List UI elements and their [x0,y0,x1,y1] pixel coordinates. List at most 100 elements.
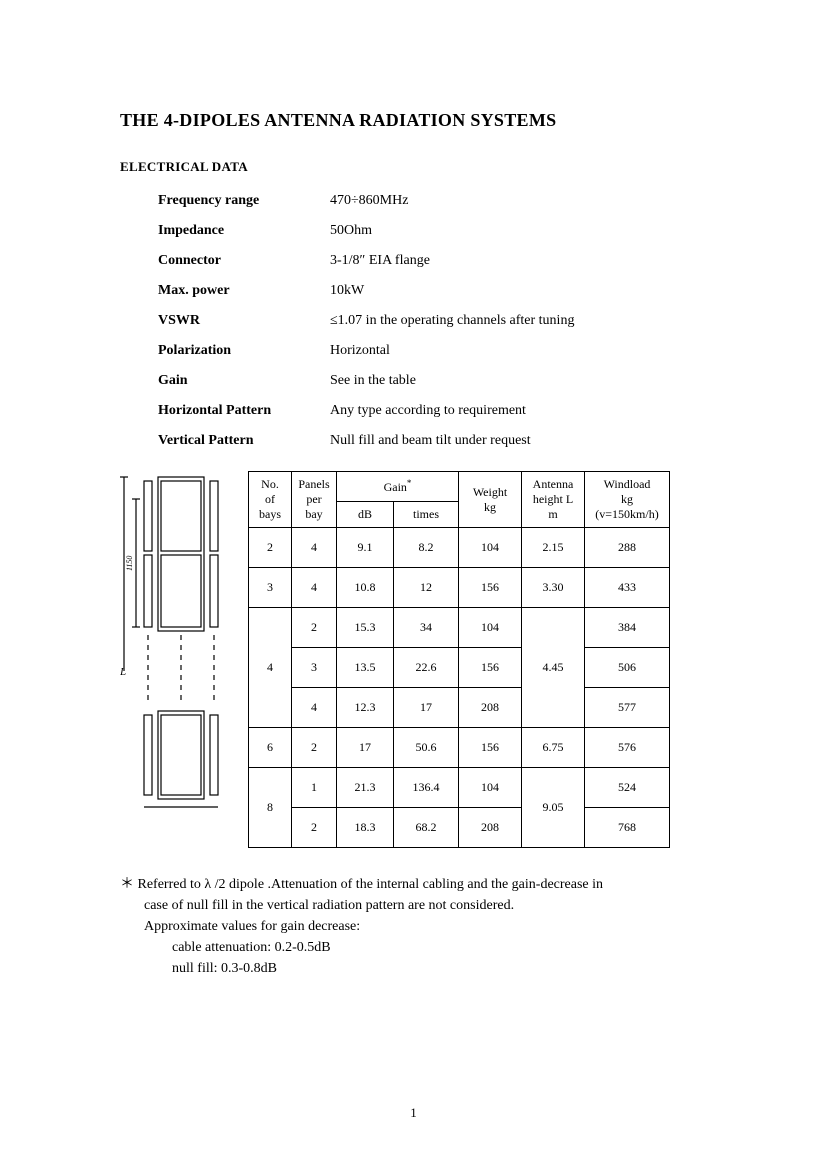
cell-wind: 433 [585,568,670,608]
th-gain: Gain* [337,472,459,502]
cell-weight: 104 [459,768,522,808]
antenna-diagram: 1150 L [120,471,240,816]
cell-height: 4.45 [522,608,585,728]
spec-label: Max. power [158,283,330,299]
cell-times: 136.4 [394,768,459,808]
cell-db: 13.5 [337,648,394,688]
table-row: 218.368.2208 768 [249,808,670,848]
page-title: THE 4-DIPOLES ANTENNA RADIATION SYSTEMS [120,110,727,131]
cell-times: 68.2 [394,808,459,848]
table-row: 4215.3341044.45384 [249,608,670,648]
table-row: 249.18.21042.15288 [249,528,670,568]
cell-db: 12.3 [337,688,394,728]
spec-row: PolarizationHorizontal [158,343,727,359]
cell-height: 2.15 [522,528,585,568]
spec-label: Impedance [158,223,330,239]
cell-bays: 8 [249,768,292,848]
footnote-star: ＊ [120,877,134,892]
spec-label: Polarization [158,343,330,359]
cell-bays: 3 [249,568,292,608]
cell-times: 17 [394,688,459,728]
footnote: ＊ Referred to λ /2 dipole .Attenuation o… [120,874,727,979]
cell-wind: 506 [585,648,670,688]
electrical-specs: Frequency range470÷860MHzImpedance50OhmC… [158,193,727,449]
cell-weight: 156 [459,728,522,768]
cell-db: 18.3 [337,808,394,848]
spec-value: 470÷860MHz [330,193,727,209]
spec-value: 10kW [330,283,727,299]
cell-weight: 156 [459,568,522,608]
th-height: Antennaheight Lm [522,472,585,528]
table-row: 412.317208 577 [249,688,670,728]
spec-row: Frequency range470÷860MHz [158,193,727,209]
cell-db: 9.1 [337,528,394,568]
cell-height: 3.30 [522,568,585,608]
cell-panels: 3 [292,648,337,688]
cell-wind: 768 [585,808,670,848]
cell-panels: 1 [292,768,337,808]
table-row: 621750.61566.75576 [249,728,670,768]
cell-bays: 2 [249,528,292,568]
cell-db: 15.3 [337,608,394,648]
spec-label: Frequency range [158,193,330,209]
cell-panels: 2 [292,728,337,768]
cell-wind: 524 [585,768,670,808]
cell-wind: 576 [585,728,670,768]
cell-panels: 4 [292,568,337,608]
gain-table: No.ofbaysPanelsperbayGain*WeightkgAntenn… [248,471,670,848]
spec-label: Vertical Pattern [158,433,330,449]
table-row: 8121.3136.41049.05524 [249,768,670,808]
cell-height: 6.75 [522,728,585,768]
spec-label: Horizontal Pattern [158,403,330,419]
spec-row: Impedance50Ohm [158,223,727,239]
cell-wind: 288 [585,528,670,568]
page-number: 1 [0,1105,827,1121]
spec-label: Connector [158,253,330,269]
spec-row: Horizontal PatternAny type according to … [158,403,727,419]
cell-panels: 4 [292,528,337,568]
cell-weight: 208 [459,688,522,728]
cell-db: 10.8 [337,568,394,608]
cell-times: 12 [394,568,459,608]
spec-value: ≤1.07 in the operating channels after tu… [330,313,727,329]
spec-value: Any type according to requirement [330,403,727,419]
table-row: 313.522.6156506 [249,648,670,688]
cell-panels: 4 [292,688,337,728]
spec-value: Null fill and beam tilt under request [330,433,727,449]
cell-times: 34 [394,608,459,648]
cell-wind: 577 [585,688,670,728]
th-panels: Panelsperbay [292,472,337,528]
dim-1150: 1150 [125,556,134,571]
cell-panels: 2 [292,808,337,848]
lambda-symbol: λ [204,877,211,892]
spec-row: GainSee in the table [158,373,727,389]
cell-times: 50.6 [394,728,459,768]
spec-row: Connector3-1/8″ EIA flange [158,253,727,269]
svg-text:L: L [120,666,126,678]
th-wind: Windloadkg(v=150km/h) [585,472,670,528]
cell-db: 21.3 [337,768,394,808]
th-gain-times: times [394,502,459,528]
cell-wind: 384 [585,608,670,648]
cell-height: 9.05 [522,768,585,848]
spec-value: 50Ohm [330,223,727,239]
cell-weight: 104 [459,608,522,648]
spec-label: VSWR [158,313,330,329]
th-gain-db: dB [337,502,394,528]
cell-bays: 4 [249,608,292,728]
cell-times: 22.6 [394,648,459,688]
section-heading: ELECTRICAL DATA [120,159,727,175]
spec-value: See in the table [330,373,727,389]
cell-db: 17 [337,728,394,768]
cell-weight: 208 [459,808,522,848]
spec-value: 3-1/8″ EIA flange [330,253,727,269]
cell-weight: 104 [459,528,522,568]
spec-row: VSWR≤1.07 in the operating channels afte… [158,313,727,329]
spec-value: Horizontal [330,343,727,359]
spec-label: Gain [158,373,330,389]
cell-times: 8.2 [394,528,459,568]
cell-panels: 2 [292,608,337,648]
cell-bays: 6 [249,728,292,768]
spec-row: Max. power10kW [158,283,727,299]
table-row: 3410.8121563.30433 [249,568,670,608]
